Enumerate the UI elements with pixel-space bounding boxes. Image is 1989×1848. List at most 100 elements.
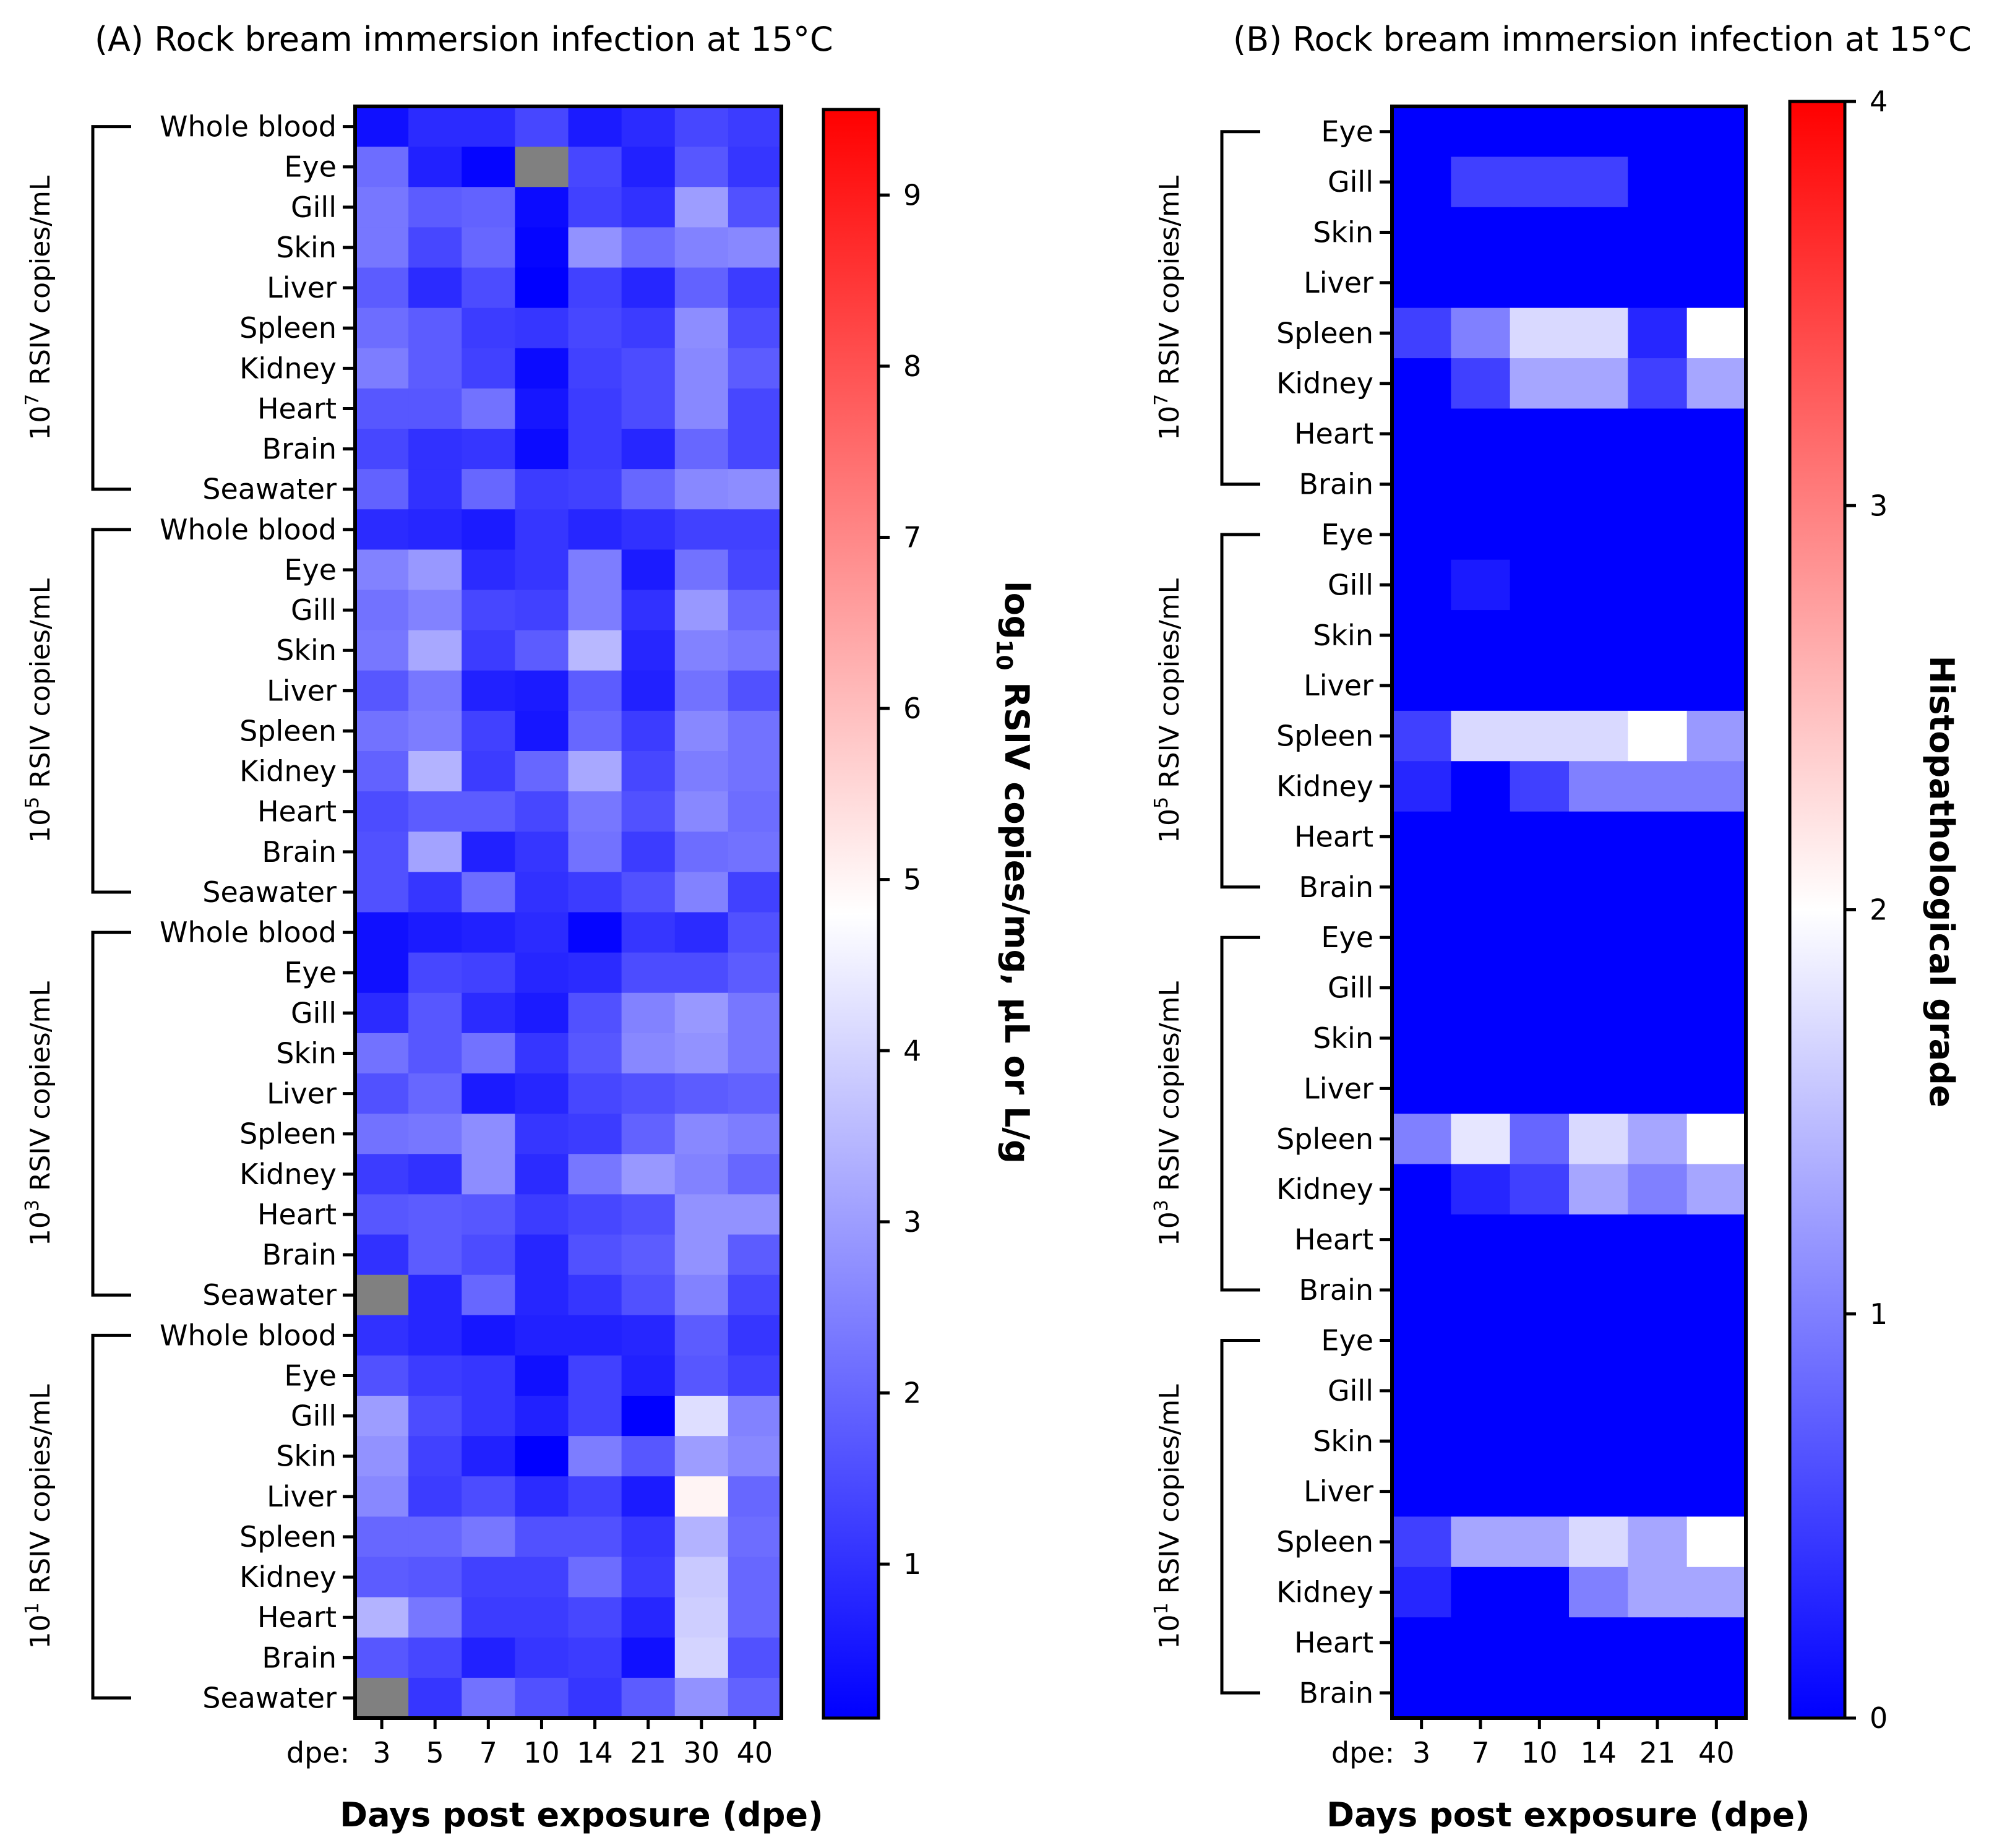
heatmap-cell [1451, 1164, 1511, 1215]
heatmap-cell [568, 348, 622, 389]
colorbar-label-subscript: 10 [991, 639, 1016, 670]
heatmap-cell [355, 267, 409, 309]
heatmap-cell [1686, 1466, 1746, 1517]
heatmap-cell [515, 1154, 569, 1195]
heatmap-cell [408, 147, 462, 187]
heatmap-cell [408, 1557, 462, 1598]
heatmap-cell [568, 1476, 622, 1517]
heatmap-cell [515, 469, 569, 510]
row-label: Kidney [1276, 1172, 1373, 1206]
heatmap-cell [355, 187, 409, 228]
heatmap-cell [674, 1315, 729, 1356]
heatmap-cell [1510, 358, 1570, 410]
heatmap-cell [355, 509, 409, 550]
heatmap-cell [1392, 962, 1451, 1013]
heatmap-cell [462, 1476, 515, 1517]
heatmap-cell [1451, 710, 1511, 762]
row-label: Heart [257, 795, 337, 828]
heatmap-cell [355, 1315, 409, 1356]
heatmap-cell [515, 106, 569, 147]
heatmap-cell [568, 670, 622, 711]
heatmap-cell [1686, 408, 1746, 460]
heatmap-cell [1451, 1567, 1511, 1618]
heatmap-cell [515, 509, 569, 550]
heatmap-cell [1510, 1114, 1570, 1165]
heatmap-cell [1569, 1164, 1628, 1215]
x-tick-label: 10 [1521, 1736, 1558, 1769]
heatmap-cell [1569, 307, 1628, 359]
heatmap-cell [408, 1677, 462, 1719]
heatmap-cell [674, 549, 729, 591]
heatmap-cell [408, 509, 462, 550]
heatmap-cell [728, 1476, 782, 1517]
heatmap-cell [515, 1557, 569, 1598]
row-label: Gill [291, 191, 337, 224]
row-label: Brain [1299, 1676, 1373, 1709]
heatmap-cell [621, 227, 676, 269]
heatmap-cell [621, 509, 676, 550]
heatmap-cell [1510, 912, 1570, 963]
heatmap-cell [1686, 559, 1746, 611]
heatmap-cell [1392, 1114, 1451, 1165]
heatmap-cell [1686, 458, 1746, 510]
heatmap-cell [1628, 559, 1688, 611]
x-tick-label: 14 [1580, 1736, 1617, 1769]
colorbar-tick-label: 5 [903, 863, 921, 896]
heatmap-cell [515, 710, 569, 752]
x-tick-label: 7 [1471, 1736, 1489, 1769]
heatmap-cell [462, 1396, 515, 1437]
group-label-exponent: 3 [1151, 1200, 1172, 1211]
heatmap-cell [1451, 1265, 1511, 1316]
heatmap-cell [728, 1396, 782, 1437]
heatmap-cell [674, 1476, 729, 1517]
heatmap-cell [1569, 1416, 1628, 1467]
heatmap-cell [1392, 509, 1451, 561]
heatmap-cell [1628, 610, 1688, 661]
heatmap-cell [515, 1396, 569, 1437]
heatmap-cell [674, 307, 729, 349]
row-label: Eye [1321, 518, 1373, 551]
heatmap-cell [1686, 610, 1746, 661]
heatmap-cell [408, 227, 462, 269]
heatmap-cell [1510, 458, 1570, 510]
heatmap-cell [355, 1597, 409, 1638]
heatmap-cell [568, 267, 622, 309]
heatmap-cell [1510, 1567, 1570, 1618]
heatmap-cell [728, 388, 782, 429]
heatmap-cell [568, 227, 622, 269]
heatmap-cell [1451, 912, 1511, 963]
heatmap-cell [515, 307, 569, 349]
heatmap-cell [1451, 862, 1511, 913]
heatmap-cell [462, 469, 515, 510]
heatmap-cell [1392, 1164, 1451, 1215]
heatmap-cell [1569, 257, 1628, 309]
row-label: Heart [257, 1601, 337, 1634]
heatmap-cell [621, 1114, 676, 1154]
heatmap-cell [515, 832, 569, 872]
heatmap-cell [1392, 610, 1451, 661]
heatmap-cell [621, 348, 676, 389]
heatmap-cell [1569, 1214, 1628, 1265]
heatmap-cell [1686, 1214, 1746, 1265]
heatmap-cell [1451, 610, 1511, 661]
heatmap-cell [1628, 106, 1688, 158]
heatmap-cell [462, 751, 515, 792]
heatmap-cell [728, 1637, 782, 1678]
heatmap-cell [1628, 1164, 1688, 1215]
heatmap-cell [568, 1194, 622, 1236]
row-label: Gill [1328, 568, 1373, 601]
heatmap-cell [674, 1073, 729, 1114]
panel-title: (A) Rock bream immersion infection at 15… [95, 20, 833, 59]
heatmap-cell [568, 630, 622, 671]
heatmap-cell [1628, 1114, 1688, 1165]
heatmap-cell [621, 832, 676, 872]
colorbar-label: Histopathological grade [1922, 656, 1961, 1108]
heatmap-cell [1451, 761, 1511, 812]
heatmap-cell [621, 1557, 676, 1598]
heatmap-cell [515, 388, 569, 429]
row-label: Seawater [202, 1278, 337, 1312]
x-tick-label: 5 [426, 1736, 444, 1769]
heatmap-cell [408, 912, 462, 953]
heatmap-cell [1569, 458, 1628, 510]
heatmap-cell [1392, 106, 1451, 158]
